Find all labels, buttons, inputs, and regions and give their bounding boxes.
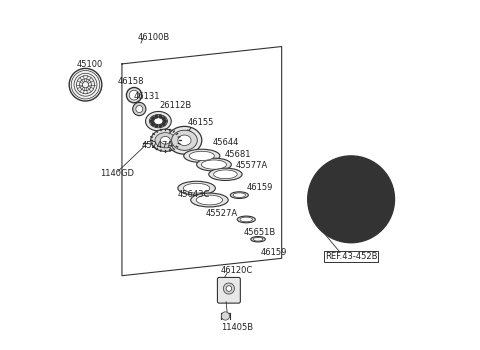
Text: 45644: 45644 [212,138,239,147]
Ellipse shape [240,217,252,222]
Text: 45527A: 45527A [205,209,238,218]
Circle shape [320,168,383,231]
Ellipse shape [171,130,197,150]
Circle shape [159,115,162,118]
Text: 46159: 46159 [261,248,287,257]
Ellipse shape [196,195,223,205]
Ellipse shape [209,168,242,181]
Circle shape [152,123,155,125]
Ellipse shape [167,126,202,154]
Circle shape [155,125,158,127]
Ellipse shape [237,216,255,223]
Circle shape [162,117,165,120]
Text: 45643C: 45643C [178,190,210,199]
FancyBboxPatch shape [217,278,240,303]
Circle shape [151,120,153,122]
Ellipse shape [149,114,168,128]
Ellipse shape [223,283,234,294]
Ellipse shape [214,170,237,178]
Ellipse shape [132,103,146,116]
Ellipse shape [230,192,248,198]
Circle shape [152,117,155,120]
Ellipse shape [184,149,220,163]
Circle shape [367,163,373,169]
Ellipse shape [69,68,102,101]
Ellipse shape [221,312,229,320]
Ellipse shape [160,136,170,144]
Circle shape [315,216,321,221]
Ellipse shape [154,118,163,125]
Text: 46131: 46131 [134,92,161,101]
Text: 46159: 46159 [247,183,273,192]
Circle shape [308,156,395,243]
Text: 46158: 46158 [118,77,144,86]
Ellipse shape [197,158,231,171]
Circle shape [382,216,387,221]
Circle shape [315,177,321,183]
Text: 46155: 46155 [188,118,214,127]
Ellipse shape [136,106,143,112]
Circle shape [367,230,373,235]
Circle shape [386,197,392,202]
Ellipse shape [191,193,228,207]
Ellipse shape [178,135,191,146]
Ellipse shape [226,286,232,291]
Text: 26112B: 26112B [160,101,192,110]
Text: 11405B: 11405B [221,323,253,331]
Ellipse shape [151,129,180,152]
Text: 45651B: 45651B [243,228,276,237]
Ellipse shape [178,181,216,195]
Text: 45100: 45100 [77,61,103,69]
Circle shape [329,163,335,169]
Ellipse shape [251,237,265,242]
Ellipse shape [253,237,263,241]
Ellipse shape [189,151,214,161]
Ellipse shape [145,111,171,131]
Text: 46100B: 46100B [138,33,170,42]
Ellipse shape [126,88,142,103]
Ellipse shape [202,160,227,169]
Circle shape [164,120,166,122]
Circle shape [155,115,158,118]
Text: 1140GD: 1140GD [100,169,134,178]
Text: 45247A: 45247A [142,141,174,150]
FancyBboxPatch shape [324,251,378,262]
Text: 45577A: 45577A [235,161,267,170]
Circle shape [310,197,316,202]
Circle shape [162,123,165,125]
Text: REF.43-452B: REF.43-452B [325,252,377,261]
Text: 46120C: 46120C [220,266,252,275]
Circle shape [348,235,354,240]
Ellipse shape [129,90,139,100]
Ellipse shape [155,133,176,148]
Ellipse shape [233,193,246,197]
Ellipse shape [183,183,210,193]
Circle shape [382,177,387,183]
Text: 45681: 45681 [224,150,251,159]
Circle shape [348,158,354,164]
Circle shape [159,125,162,127]
Circle shape [329,230,335,235]
